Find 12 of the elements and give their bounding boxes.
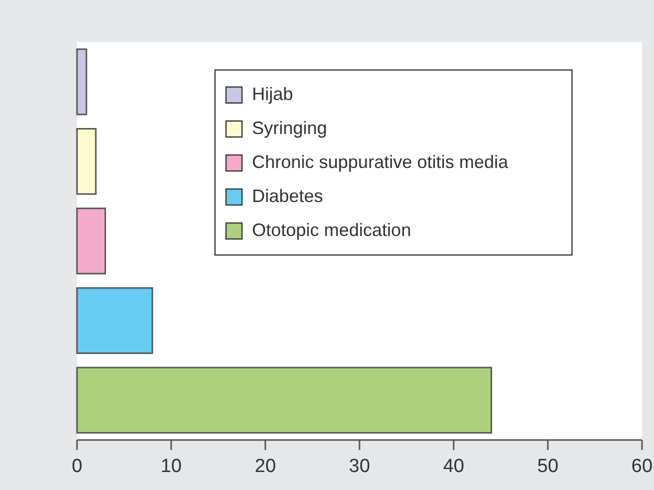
x-tick-label: 10 [160,456,182,477]
legend-label: Hijab [252,84,294,104]
x-tick-label: 50 [537,456,558,477]
x-tick-label: 40 [443,456,464,477]
legend-label: Chronic suppurative otitis media [252,152,510,172]
legend-label: Ototopic medication [252,220,412,240]
x-tick-label: 60 [631,456,653,477]
x-tick-label: 30 [348,456,370,477]
x-tick-label: 0 [72,456,82,477]
legend-label: Syringing [252,118,328,138]
x-tick-label: 20 [254,456,276,477]
legend-label: Diabetes [252,186,324,206]
